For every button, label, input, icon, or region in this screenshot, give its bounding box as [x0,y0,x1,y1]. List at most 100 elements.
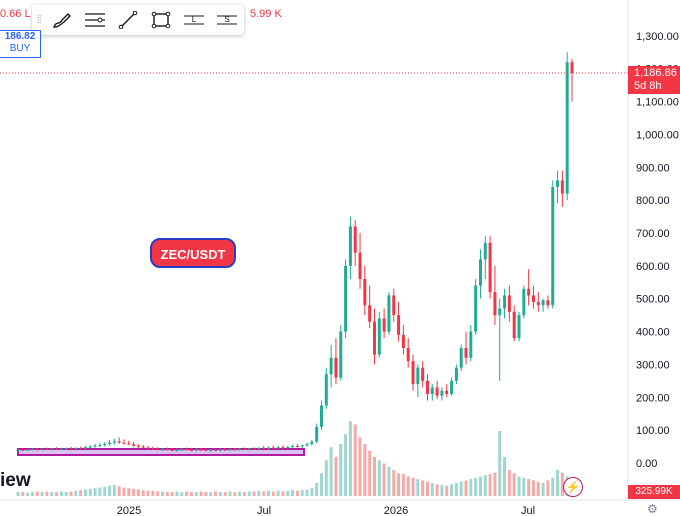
settings-icon[interactable]: ⚙ [647,502,658,516]
volume-bar [560,472,564,496]
candle-body [40,448,44,450]
candle-body [527,288,531,296]
volume-bar [238,491,242,496]
volume-bar [209,492,213,496]
brand-logo-text: iew [0,470,31,491]
volume-bar [498,431,502,496]
candle-body [64,448,68,450]
volume-bar [83,489,87,496]
candle-body [146,447,150,449]
drag-handle-icon[interactable]: ⁞⁞ [36,14,42,26]
candle-body [560,180,564,194]
volume-bar [411,477,415,496]
volume-bar [252,491,256,496]
x-tick-label: Jul [257,505,271,516]
volume-bar [324,460,328,496]
volume-bar [363,444,367,496]
volume-bar [108,485,112,496]
volume-bar [353,424,357,496]
candle-body [517,315,521,339]
volume-bar [165,492,169,496]
short-position-icon[interactable]: S [211,5,244,35]
y-tick-label: 900.00 [636,162,670,174]
candle-body [30,449,34,451]
volume-bar [469,479,473,496]
candle-body [358,252,362,279]
bar-countdown: 5d 8h [634,80,662,92]
volume-bar [136,489,140,496]
last-volume-tag: 325.99K [628,485,680,499]
candle-body [310,441,314,444]
buy-button[interactable]: 186.82 BUY [0,30,41,58]
volume-bar [151,490,155,496]
volume-bar [551,477,555,496]
brush-icon[interactable] [46,5,79,35]
candle-body [353,226,357,253]
candle-body [406,347,410,362]
volume-bar [450,484,454,496]
candle-body [247,448,251,450]
lightning-icon[interactable]: ⚡ [563,477,583,497]
drawing-toolbar: ⁞⁞ L S [32,5,244,35]
candle-body [320,405,323,427]
volume-bar [286,490,290,496]
range-highlight-box [17,448,305,456]
candle-body [315,426,319,442]
volume-bar [35,491,39,496]
volume-bar [459,481,463,496]
x-tick-label: 2025 [117,505,141,516]
candle-body [570,62,574,73]
volume-bar [30,492,34,496]
candle-body [271,447,275,449]
volume-bar [483,475,487,496]
volume-bar [267,490,270,496]
candle-body [300,445,304,447]
candle-body [421,367,425,381]
volume-bar [257,490,261,496]
volume-bar [88,488,92,496]
volume-bar [348,421,352,496]
candle-body [372,321,376,355]
candle-body [267,447,270,449]
x-tick-label: Jul [521,505,535,516]
long-position-icon[interactable]: L [178,5,211,35]
candle-body [440,390,444,396]
candle-body [368,305,372,322]
candle-body [98,444,102,446]
volume-bar [478,476,482,496]
rectangle-icon[interactable] [145,5,178,35]
volume-bar [493,472,497,496]
volume-bar [98,487,102,496]
y-tick-label: 100.00 [636,425,670,437]
candle-body [161,449,165,451]
candle-body [252,448,256,450]
candle-body [295,445,299,447]
volume-bar [204,492,208,496]
candle-body [55,448,59,450]
volume-bar [74,490,78,496]
volume-bar [546,480,550,496]
candle-body [493,292,497,316]
volume-bar [281,491,285,496]
symbol-label: ZEC/USDT [150,238,236,268]
buy-label: BUY [9,43,31,54]
trend-line-icon[interactable] [112,5,145,35]
volume-bar [315,483,319,496]
candle-body [209,449,213,451]
candle-body [478,259,482,286]
candle-body [401,334,405,348]
lines-icon[interactable] [79,5,112,35]
candle-body [276,447,280,449]
volume-bar [392,470,396,496]
candle-body [83,447,87,449]
volume-bar [194,492,198,496]
ohlc-left-value: 0.66 L [0,8,31,20]
volume-bar [536,481,540,496]
candle-body [430,387,434,394]
volume-bar [425,481,429,496]
candle-body [79,447,83,449]
volume-bar [339,444,343,496]
candle-body [156,448,160,450]
candle-body [425,380,429,394]
